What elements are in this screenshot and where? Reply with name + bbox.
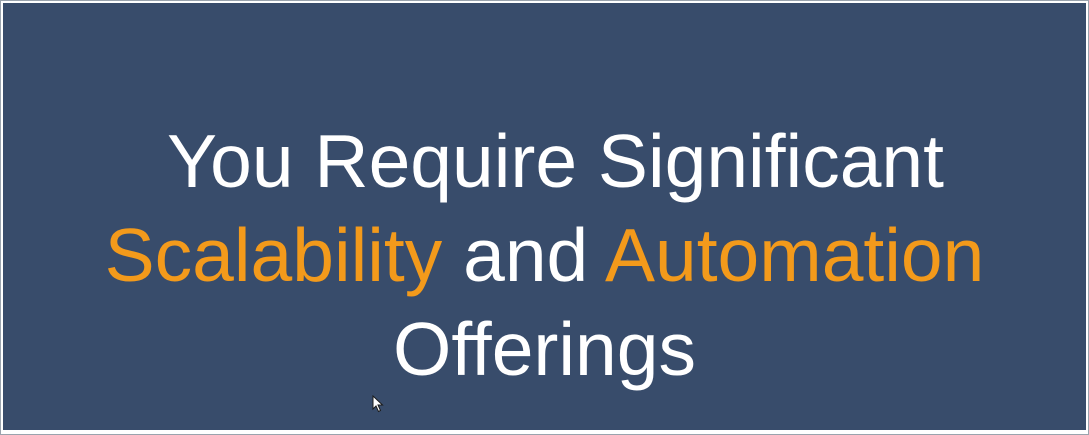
mouse-pointer-icon [372, 395, 384, 413]
title-accent-scalability: Scalability [104, 213, 443, 297]
title-line-1: You Require Significant [167, 119, 944, 203]
title-accent-automation: Automation [604, 213, 985, 297]
title-line-2: Scalability and Automation [3, 208, 1086, 302]
slide-title: You Require Significant Scalability and … [3, 114, 1086, 396]
title-connector: and [442, 213, 605, 297]
slide-canvas[interactable]: You Require Significant Scalability and … [3, 3, 1086, 430]
title-line-3: Offerings [393, 307, 696, 391]
